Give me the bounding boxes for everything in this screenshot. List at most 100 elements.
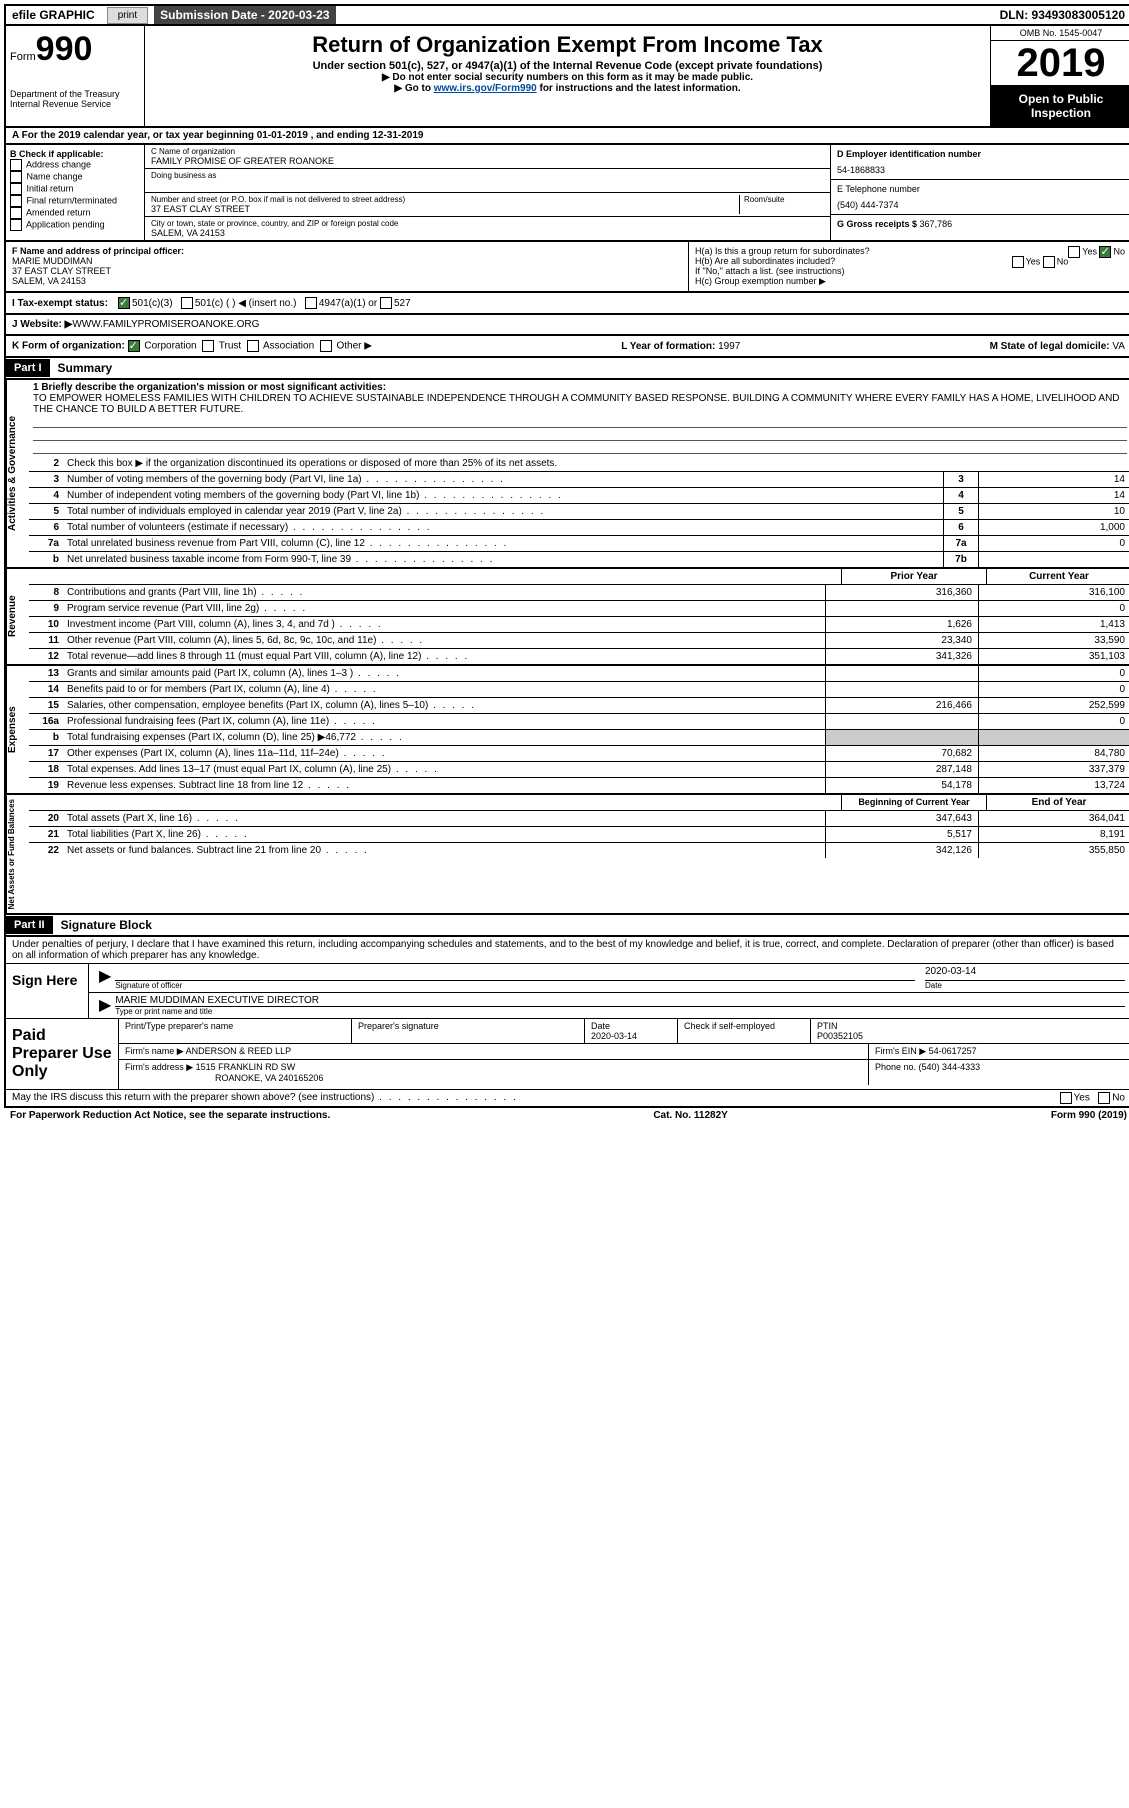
discuss-no-cb[interactable] bbox=[1098, 1092, 1110, 1104]
ptin-label: PTIN bbox=[817, 1021, 1125, 1031]
opt-amend-label: Amended return bbox=[26, 207, 91, 217]
line-num: 20 bbox=[29, 811, 63, 826]
checkbox-final[interactable] bbox=[10, 195, 22, 207]
line-val: 0 bbox=[978, 536, 1129, 551]
prior-val: 70,682 bbox=[825, 746, 978, 761]
irs-link[interactable]: www.irs.gov/Form990 bbox=[434, 83, 537, 94]
line-text: Professional fundraising fees (Part IX, … bbox=[63, 714, 825, 729]
submission-date: Submission Date - 2020-03-23 bbox=[154, 6, 335, 24]
line-num: 12 bbox=[29, 649, 63, 664]
checkbox-addr[interactable] bbox=[10, 159, 22, 171]
ha-yes-cb[interactable] bbox=[1068, 246, 1080, 258]
hr2 bbox=[33, 428, 1127, 441]
line-text: Total fundraising expenses (Part IX, col… bbox=[63, 730, 825, 745]
form-header: Form990 Department of the Treasury Inter… bbox=[4, 26, 1129, 128]
omb-number: OMB No. 1545-0047 bbox=[991, 26, 1129, 41]
summary-line: 3 Number of voting members of the govern… bbox=[29, 472, 1129, 488]
line-val bbox=[978, 552, 1129, 567]
l-value: 1997 bbox=[718, 341, 740, 352]
firm-addr-label: Firm's address ▶ bbox=[125, 1062, 196, 1072]
hb-no-cb[interactable] bbox=[1043, 256, 1055, 268]
opt-final-label: Final return/terminated bbox=[27, 195, 118, 205]
line-text: Number of voting members of the governin… bbox=[63, 472, 943, 487]
line-ref: 4 bbox=[943, 488, 978, 503]
current-val: 0 bbox=[978, 682, 1129, 697]
row-a: A For the 2019 calendar year, or tax yea… bbox=[4, 128, 1129, 145]
sig-block: Under penalties of perjury, I declare th… bbox=[4, 937, 1129, 1108]
hb-row: H(b) Are all subordinates included? Yes … bbox=[695, 256, 1125, 266]
cb-other[interactable] bbox=[320, 340, 332, 352]
cb-501c3[interactable] bbox=[118, 297, 130, 309]
line-num: 5 bbox=[29, 504, 63, 519]
prep-phone-label: Phone no. bbox=[875, 1062, 919, 1072]
cb-527[interactable] bbox=[380, 297, 392, 309]
footer-right: Form 990 (2019) bbox=[1051, 1110, 1127, 1121]
dept-treasury: Department of the Treasury Internal Reve… bbox=[10, 89, 140, 109]
line-text: Net assets or fund balances. Subtract li… bbox=[63, 843, 825, 858]
discuss-yes-cb[interactable] bbox=[1060, 1092, 1072, 1104]
col-de: D Employer identification number 54-1868… bbox=[830, 145, 1129, 240]
line-text: Total number of individuals employed in … bbox=[63, 504, 943, 519]
gov-content: 1 Briefly describe the organization's mi… bbox=[29, 380, 1129, 567]
efile-label: efile GRAPHIC bbox=[6, 6, 101, 24]
prior-val bbox=[825, 714, 978, 729]
sign-here-row: Sign Here ▶ Signature of officer 2020-03… bbox=[6, 963, 1129, 1018]
line-num: 15 bbox=[29, 698, 63, 713]
discuss-label: May the IRS discuss this return with the… bbox=[12, 1092, 518, 1104]
current-val bbox=[978, 730, 1129, 745]
arrow-icon2: ▶ bbox=[95, 995, 115, 1016]
prior-val: 347,643 bbox=[825, 811, 978, 826]
sig-date: 2020-03-14 bbox=[925, 966, 1125, 981]
k-label: K Form of organization: bbox=[12, 341, 125, 352]
ha-row: H(a) Is this a group return for subordin… bbox=[695, 246, 1125, 256]
checkbox-name[interactable] bbox=[10, 171, 22, 183]
hb-yes-cb[interactable] bbox=[1012, 256, 1024, 268]
officer-name-line: ▶ MARIE MUDDIMAN EXECUTIVE DIRECTOR Type… bbox=[89, 993, 1129, 1018]
cb-trust[interactable] bbox=[202, 340, 214, 352]
checkbox-app[interactable] bbox=[10, 219, 22, 231]
ptin-value: P00352105 bbox=[817, 1031, 1125, 1041]
hb-label: H(b) Are all subordinates included? bbox=[695, 256, 835, 266]
sub3a: ▶ Go to bbox=[394, 83, 433, 94]
dln: DLN: 93493083005120 bbox=[994, 6, 1129, 24]
cb-corp[interactable] bbox=[128, 340, 140, 352]
footer-left: For Paperwork Reduction Act Notice, see … bbox=[10, 1110, 330, 1121]
k-block: K Form of organization: Corporation Trus… bbox=[12, 340, 372, 352]
line1-label: 1 Briefly describe the organization's mi… bbox=[33, 382, 386, 393]
net-block: Net Assets or Fund Balances Beginning of… bbox=[4, 795, 1129, 915]
opt-501c: 501(c) ( ) ◀ (insert no.) bbox=[195, 298, 297, 309]
ein-value: 54-1868833 bbox=[837, 165, 1125, 175]
cb-501c[interactable] bbox=[181, 297, 193, 309]
side-exp: Expenses bbox=[6, 666, 29, 793]
website-value: WWW.FAMILYPROMISEROANOKE.ORG bbox=[72, 319, 259, 330]
firm-addr1: 1515 FRANKLIN RD SW bbox=[196, 1062, 296, 1072]
line-num: 8 bbox=[29, 585, 63, 600]
m-label: M State of legal domicile: bbox=[990, 341, 1113, 352]
f-block: F Name and address of principal officer:… bbox=[6, 242, 689, 291]
ha-no-cb[interactable] bbox=[1099, 246, 1111, 258]
cb-assoc[interactable] bbox=[247, 340, 259, 352]
print-button[interactable]: print bbox=[107, 7, 148, 24]
form-number: Form990 bbox=[10, 30, 140, 69]
current-val: 252,599 bbox=[978, 698, 1129, 713]
summary-line: 9 Program service revenue (Part VIII, li… bbox=[29, 601, 1129, 617]
prep-row1: Print/Type preparer's name Preparer's si… bbox=[119, 1019, 1129, 1044]
cb-4947[interactable] bbox=[305, 297, 317, 309]
opt-addr-label: Address change bbox=[26, 159, 91, 169]
prior-val: 5,517 bbox=[825, 827, 978, 842]
prior-val: 287,148 bbox=[825, 762, 978, 777]
summary-line: 6 Total number of volunteers (estimate i… bbox=[29, 520, 1129, 536]
prep-sig-label: Preparer's signature bbox=[358, 1021, 578, 1031]
checkbox-amend[interactable] bbox=[10, 207, 22, 219]
summary-line: 8 Contributions and grants (Part VIII, l… bbox=[29, 585, 1129, 601]
summary-line: 15 Salaries, other compensation, employe… bbox=[29, 698, 1129, 714]
checkbox-init[interactable] bbox=[10, 183, 22, 195]
summary-line: 11 Other revenue (Part VIII, column (A),… bbox=[29, 633, 1129, 649]
current-val: 0 bbox=[978, 601, 1129, 616]
m-block: M State of legal domicile: VA bbox=[990, 341, 1125, 352]
hb-yes: Yes bbox=[1026, 256, 1041, 266]
website-label: J Website: ▶ bbox=[12, 319, 72, 330]
opt-app: Application pending bbox=[10, 219, 140, 231]
exp-content: 13 Grants and similar amounts paid (Part… bbox=[29, 666, 1129, 793]
current-val: 0 bbox=[978, 714, 1129, 729]
